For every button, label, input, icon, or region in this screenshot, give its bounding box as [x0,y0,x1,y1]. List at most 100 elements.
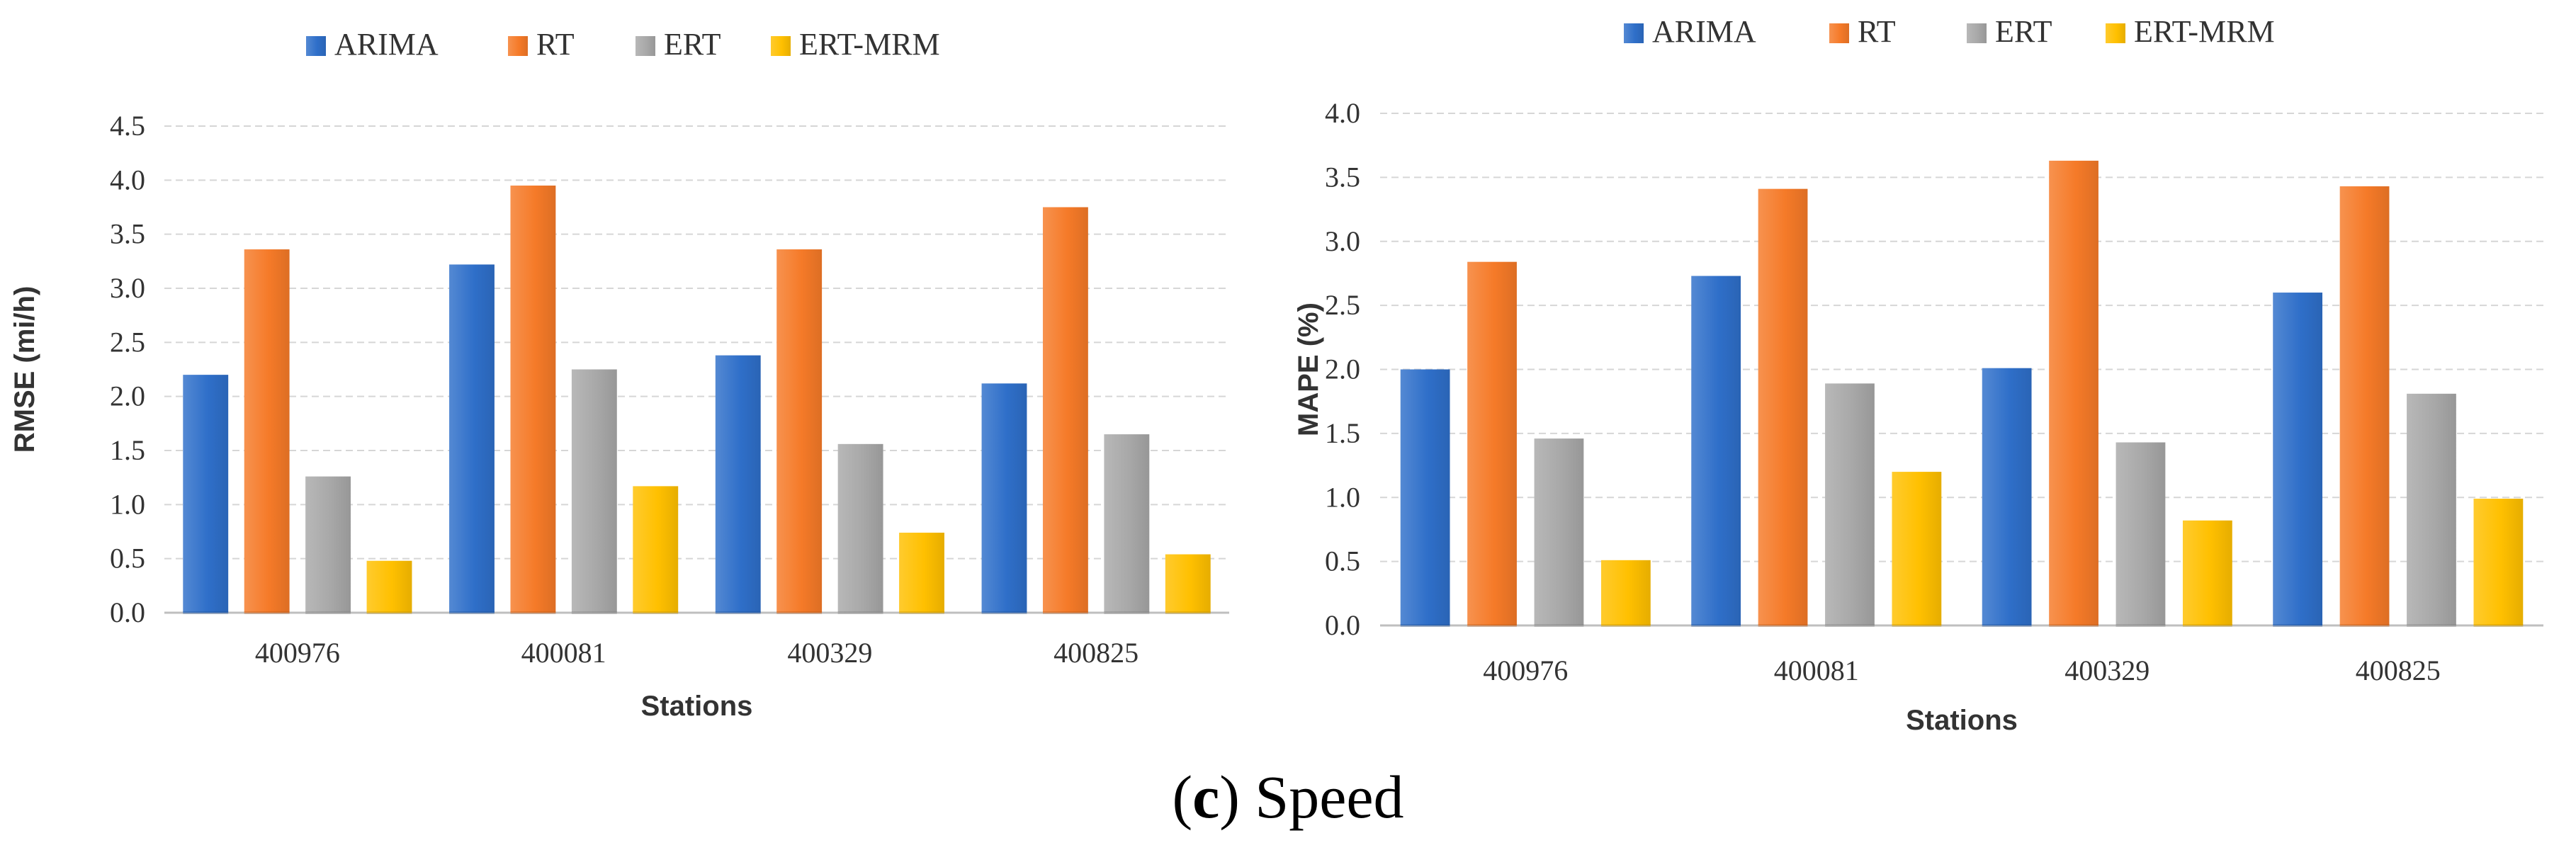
mape-bar-ert-mrm-400976 [1600,560,1651,625]
rmse-legend-swatch-ert [635,36,655,56]
rmse-bar-shadow [981,611,1027,614]
rmse-bar-shadow [244,611,290,614]
mape-bar-shadow [1534,624,1584,627]
mape-bar-shadow [2182,624,2232,627]
mape-legend-swatch-ert [1967,23,1987,43]
mape-legend-label-ert-mrm: ERT-MRM [2134,14,2275,49]
mape-x-tick-label: 400976 [1483,654,1568,686]
mape-bar-rt-400976 [1467,261,1517,625]
rmse-bar-shadow [837,611,883,614]
rmse-x-tick-label: 400081 [521,637,606,669]
rmse-bar-ert-400825 [1104,434,1150,613]
mape-x-tick-label: 400825 [2356,654,2441,686]
rmse-legend-swatch-ert-mrm [771,36,791,56]
rmse-bar-ert-400329 [837,443,883,613]
rmse-bar-shadow [571,611,617,614]
mape-legend-swatch-rt [1829,23,1849,43]
rmse-legend-label-arima: ARIMA [334,27,439,62]
rmse-bar-ert-mrm-400081 [633,486,679,613]
rmse-y-axis-title: RMSE (mi/h) [9,286,40,453]
rmse-legend-swatch-rt [508,36,528,56]
rmse-y-tick-label: 1.0 [110,488,145,520]
mape-x-axis-title: Stations [1906,705,2018,736]
rmse-legend-label-ert-mrm: ERT-MRM [799,27,940,62]
mape-bar-ert-mrm-400329 [2182,520,2232,625]
mape-y-tick-label: 3.5 [1325,161,1360,193]
rmse-y-tick-label: 2.5 [110,326,145,358]
rmse-y-tick-label: 3.0 [110,272,145,304]
mape-bar-ert-mrm-400081 [1892,472,1942,625]
mape-x-tick-label: 400329 [2064,654,2150,686]
rmse-bar-arima-400976 [183,375,229,613]
rmse-bar-arima-400825 [981,383,1027,613]
rmse-y-tick-label: 4.5 [110,110,145,142]
mape-bar-arima-400976 [1400,369,1450,625]
mape-bar-rt-400081 [1758,188,1808,626]
rmse-y-tick-label: 4.0 [110,164,145,196]
rmse-bar-shadow [183,611,229,614]
mape-chart: 0.0 0.5 1.0 1.5 2.0 2.5 3.0 3.5 4.0 400976 400081 4… [1293,14,2543,736]
rmse-bar-shadow [1104,611,1150,614]
mape-bar-shadow [2473,624,2524,627]
mape-bar-shadow [2339,624,2390,627]
figure-caption: (c) Speed [1172,763,1404,831]
rmse-y-tick-label: 2.0 [110,380,145,412]
mape-bar-ert-mrm-400825 [2473,499,2524,625]
mape-bar-shadow [1400,624,1450,627]
mape-bar-ert-400825 [2407,393,2456,625]
rmse-legend-label-rt: RT [536,27,575,62]
rmse-bar-shadow [1042,611,1088,614]
rmse-y-tick-label: 3.5 [110,218,145,250]
mape-y-tick-label: 4.0 [1325,97,1360,129]
rmse-bar-ert-mrm-400329 [899,533,944,613]
mape-bar-shadow [1982,624,2032,627]
mape-legend: ARIMA RT ERT ERT-MRM [1624,14,2275,49]
mape-y-tick-label: 0.5 [1325,545,1360,577]
caption-label: c [1192,763,1220,831]
mape-bar-ert-400329 [2115,442,2166,625]
mape-legend-label-arima: ARIMA [1652,14,1756,49]
rmse-bar-rt-400976 [244,249,290,613]
mape-bar-shadow [1892,624,1942,627]
mape-y-tick-label: 2.0 [1325,353,1360,385]
rmse-bar-shadow [776,611,823,614]
rmse-bars [183,185,1211,614]
rmse-y-tick-label: 0.0 [110,596,145,628]
mape-y-tick-label: 2.5 [1325,289,1360,321]
rmse-bar-rt-400825 [1042,207,1088,613]
rmse-bar-ert-mrm-400825 [1165,554,1211,613]
mape-bar-shadow [2407,624,2456,627]
rmse-legend: ARIMA RT ERT ERT-MRM [306,27,940,62]
mape-y-axis-title: MAPE (%) [1293,302,1324,436]
mape-bar-shadow [1600,624,1651,627]
rmse-bar-arima-400329 [715,355,761,613]
mape-bar-arima-400825 [2273,293,2323,625]
mape-legend-swatch-ert-mrm [2106,23,2125,43]
mape-bar-rt-400329 [2049,160,2098,625]
rmse-x-tick-label: 400976 [255,637,340,669]
mape-bar-ert-400976 [1534,438,1584,625]
mape-bar-shadow [2273,624,2323,627]
mape-bar-ert-400081 [1825,383,1875,625]
mape-y-tick-label: 0.0 [1325,609,1360,641]
mape-legend-label-ert: ERT [1995,14,2052,49]
rmse-bar-shadow [510,611,556,614]
rmse-bar-shadow [1165,611,1211,614]
rmse-bar-shadow [715,611,761,614]
mape-y-tick-label: 1.0 [1325,481,1360,513]
mape-y-tick-label: 3.0 [1325,225,1360,257]
rmse-bar-ert-400081 [571,369,617,613]
rmse-legend-label-ert: ERT [664,27,721,62]
mape-bar-rt-400825 [2339,186,2390,626]
rmse-bar-shadow [633,611,679,614]
rmse-y-tick-label: 1.5 [110,434,145,466]
rmse-x-tick-label: 400329 [787,637,872,669]
mape-bar-shadow [1758,624,1808,627]
mape-legend-swatch-arima [1624,23,1644,43]
rmse-bar-rt-400081 [510,185,556,613]
mape-bar-shadow [1825,624,1875,627]
rmse-x-tick-label: 400825 [1053,637,1139,669]
mape-x-tick-label: 400081 [1774,654,1859,686]
rmse-legend-swatch-arima [306,36,326,56]
